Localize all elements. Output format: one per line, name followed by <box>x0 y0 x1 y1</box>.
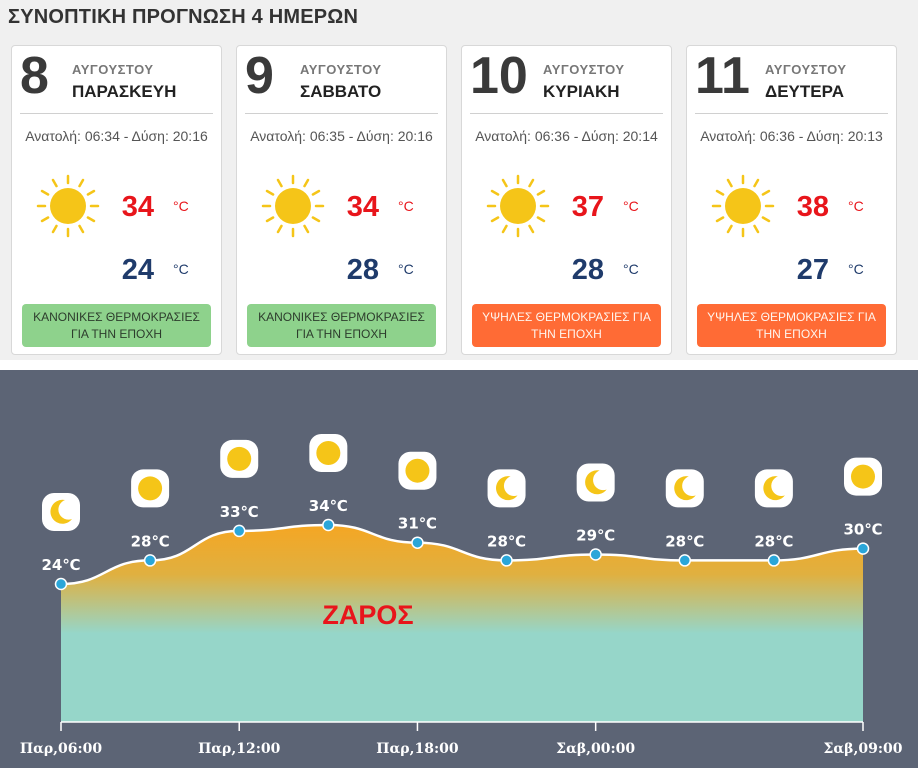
moon-icon <box>576 463 615 502</box>
sun-icon <box>486 174 550 238</box>
data-point[interactable] <box>589 548 602 561</box>
data-label: 24℃ <box>41 556 80 574</box>
temperature-area <box>61 525 863 722</box>
month-label: ΑΥΓΟΥΣΤΟΥ <box>543 62 625 77</box>
temperature-unit: °C <box>623 261 639 277</box>
min-temperature: 28 <box>571 254 604 286</box>
temperature-unit: °C <box>398 261 414 277</box>
sun-icon <box>36 174 100 238</box>
chart-annotation: ΖΑΡΟΣ <box>322 600 413 630</box>
weekday-label: ΠΑΡΑΣΚΕΥΗ <box>72 82 177 101</box>
temperature-unit: °C <box>173 261 189 277</box>
moon-icon <box>42 493 80 531</box>
sun-icon <box>711 174 775 238</box>
min-temperature: 27 <box>796 254 829 286</box>
data-point[interactable] <box>767 554 781 567</box>
temperature-status-badge: ΚΑΝΟΝΙΚΕΣ ΘΕΡΜΟΚΡΑΣΙΕΣ ΓΙΑ ΤΗΝ ΕΠΟΧΗ <box>22 304 211 347</box>
data-label: 33℃ <box>220 503 259 521</box>
data-label: 30℃ <box>843 521 882 539</box>
moon-icon <box>754 469 793 508</box>
data-point[interactable] <box>232 524 246 538</box>
month-label: ΑΥΓΟΥΣΤΟΥ <box>72 62 154 77</box>
data-label: 31℃ <box>398 515 437 533</box>
data-label: 34℃ <box>309 497 348 515</box>
sun-icon <box>844 457 882 496</box>
temperature-unit: °C <box>398 198 414 214</box>
temperature-status-badge: ΚΑΝΟΝΙΚΕΣ ΘΕΡΜΟΚΡΑΣΙΕΣ ΓΙΑ ΤΗΝ ΕΠΟΧΗ <box>247 304 436 347</box>
min-temperature: 28 <box>346 254 379 286</box>
sun-icon <box>131 469 170 508</box>
forecast-panel: ΣΥΝΟΠΤΙΚΗ ΠΡΟΓΝΩΣΗ 4 ΗΜΕΡΩΝ 8 ΑΥΓΟΥΣΤΟΥ … <box>0 0 918 360</box>
temperature-unit: °C <box>848 198 864 214</box>
sunrise-sunset: Ανατολή: 06:35 - Δύση: 20:16 <box>250 128 433 144</box>
card-divider <box>470 113 663 114</box>
max-temperature: 34 <box>121 191 154 223</box>
data-point[interactable] <box>856 542 870 555</box>
temperature-unit: °C <box>173 198 189 214</box>
temperature-line <box>60 523 864 586</box>
day-number: 9 <box>245 47 274 105</box>
weekday-label: ΔΕΥΤΕΡΑ <box>765 82 844 101</box>
x-tick-label: Σαβ,09:00 <box>824 741 903 757</box>
temperature-unit: °C <box>848 261 864 277</box>
data-label: 29℃ <box>576 527 615 545</box>
data-point[interactable] <box>322 518 335 532</box>
weekday-label: ΣΑΒΒΑΤΟ <box>300 82 382 101</box>
data-label: 28℃ <box>754 532 793 550</box>
data-point[interactable] <box>411 536 424 549</box>
day-number: 8 <box>20 47 49 105</box>
max-temperature: 37 <box>571 191 604 223</box>
card-divider <box>695 113 888 114</box>
data-label: 28℃ <box>487 532 526 550</box>
hourly-chart: Παρ,06:00 Παρ,12:00 Παρ,18:00 Σαβ,00:00 Σαβ,… <box>0 370 918 768</box>
x-tick-label: Παρ,12:00 <box>198 741 281 757</box>
sunrise-sunset: Ανατολή: 06:34 - Δύση: 20:16 <box>25 128 208 144</box>
max-temperature: 38 <box>796 191 829 223</box>
temperature-status-badge: ΥΨΗΛΕΣ ΘΕΡΜΟΚΡΑΣΙΕΣ ΓΙΑ ΤΗΝ ΕΠΟΧΗ <box>472 304 661 347</box>
moon-icon <box>665 469 704 508</box>
sunrise-sunset: Ανατολή: 06:36 - Δύση: 20:13 <box>700 128 883 144</box>
day-card[interactable]: 10 ΑΥΓΟΥΣΤΟΥ ΚΥΡΙΑΚΗ Ανατολή: 06:36 - Δύ… <box>461 45 672 355</box>
data-label: 28℃ <box>131 532 170 550</box>
data-point[interactable] <box>500 554 513 567</box>
sun-icon <box>398 451 437 490</box>
sunrise-sunset: Ανατολή: 06:36 - Δύση: 20:14 <box>475 128 658 144</box>
x-tick-label: Παρ,18:00 <box>376 741 459 757</box>
day-card[interactable]: 9 ΑΥΓΟΥΣΤΟΥ ΣΑΒΒΑΤΟ Ανατολή: 06:35 - Δύσ… <box>236 45 447 355</box>
sun-icon <box>309 434 348 472</box>
month-label: ΑΥΓΟΥΣΤΟΥ <box>765 62 847 77</box>
data-point[interactable] <box>678 554 692 567</box>
data-point[interactable] <box>54 577 68 591</box>
page-title: ΣΥΝΟΠΤΙΚΗ ΠΡΟΓΝΩΣΗ 4 ΗΜΕΡΩΝ <box>8 6 359 28</box>
day-card[interactable]: 8 ΑΥΓΟΥΣΤΟΥ ΠΑΡΑΣΚΕΥΗ Ανατολή: 06:34 - Δ… <box>11 45 222 355</box>
moon-icon <box>487 469 526 508</box>
weekday-label: ΚΥΡΙΑΚΗ <box>543 82 620 101</box>
day-number: 11 <box>695 47 750 105</box>
min-temperature: 24 <box>121 254 154 286</box>
sun-icon <box>261 174 325 238</box>
x-tick-label: Παρ,06:00 <box>20 741 103 757</box>
temperature-unit: °C <box>623 198 639 214</box>
temperature-status-badge: ΥΨΗΛΕΣ ΘΕΡΜΟΚΡΑΣΙΕΣ ΓΙΑ ΤΗΝ ΕΠΟΧΗ <box>697 304 886 347</box>
day-number: 10 <box>470 47 528 105</box>
data-point[interactable] <box>143 554 157 567</box>
x-tick-label: Σαβ,00:00 <box>556 741 635 757</box>
day-card[interactable]: 11 ΑΥΓΟΥΣΤΟΥ ΔΕΥΤΕΡΑ Ανατολή: 06:36 - Δύ… <box>686 45 897 355</box>
sun-icon <box>220 439 259 478</box>
card-divider <box>20 113 213 114</box>
card-divider <box>245 113 438 114</box>
temperature-area-chart: Παρ,06:00 Παρ,12:00 Παρ,18:00 Σαβ,00:00 Σαβ,… <box>20 434 903 757</box>
max-temperature: 34 <box>346 191 379 223</box>
data-label: 28℃ <box>665 532 704 550</box>
month-label: ΑΥΓΟΥΣΤΟΥ <box>300 62 382 77</box>
